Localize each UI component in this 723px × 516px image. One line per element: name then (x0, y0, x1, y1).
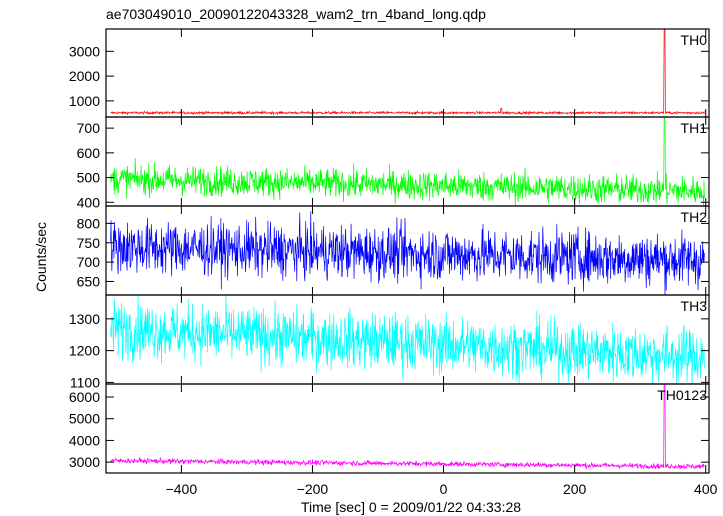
panel-frame (105, 383, 710, 474)
panel-label: TH0123 (657, 387, 707, 403)
panel-label: TH3 (681, 298, 708, 314)
panel-th0: 1000 2000 3000 TH0 (69, 28, 710, 118)
y-tick-label: 2000 (69, 68, 100, 84)
x-tick-label: 0 (440, 481, 448, 497)
panel-label: TH0 (681, 32, 708, 48)
series-line-th3 (110, 295, 705, 384)
y-tick-label: 1100 (70, 374, 100, 390)
series-line-th1 (110, 117, 705, 206)
y-tick-label: 650 (77, 273, 101, 289)
y-tick-label: 700 (77, 120, 101, 136)
y-tick-label: 5000 (69, 411, 100, 427)
panel-frame (105, 28, 710, 118)
y-tick-label: 600 (77, 145, 101, 161)
panel-th0123: 3000 4000 5000 6000 TH0123 (69, 383, 710, 474)
x-tick-label: −200 (297, 481, 329, 497)
y-tick-label: 400 (77, 194, 101, 210)
series-line-th0123 (110, 384, 705, 470)
chart-title: ae703049010_20090122043328_wam2_trn_4ban… (106, 6, 486, 22)
y-tick-label: 1000 (69, 93, 100, 109)
y-tick-label: 1200 (69, 343, 100, 359)
y-tick-label: 3000 (69, 43, 100, 59)
y-tick-label: 700 (77, 254, 101, 270)
y-tick-label: 500 (77, 170, 101, 186)
series-line-th2 (110, 211, 705, 295)
series-line-th0 (110, 29, 705, 116)
x-tick-label: 400 (694, 481, 718, 497)
x-tick-label: 200 (563, 481, 587, 497)
y-tick-label: 800 (77, 215, 101, 231)
x-tick-label: −400 (166, 481, 198, 497)
y-tick-label: 1300 (69, 311, 100, 327)
panel-label: TH2 (681, 209, 708, 225)
y-tick-label: 4000 (69, 432, 100, 448)
y-tick-label: 750 (77, 235, 101, 251)
panel-th1: 400 500 600 700 TH1 (77, 116, 710, 210)
panel-th3: 1100 1200 1300 TH3 (69, 294, 710, 390)
panel-label: TH1 (681, 120, 708, 136)
y-tick-label: 3000 (69, 454, 100, 470)
x-axis-title: Time [sec] 0 = 2009/01/22 04:33:28 (301, 499, 521, 515)
panel-th2: 650 700 750 800 TH2 (77, 205, 710, 296)
y-tick-label: 6000 (69, 389, 100, 405)
y-axis-title: Counts/sec (33, 222, 49, 292)
